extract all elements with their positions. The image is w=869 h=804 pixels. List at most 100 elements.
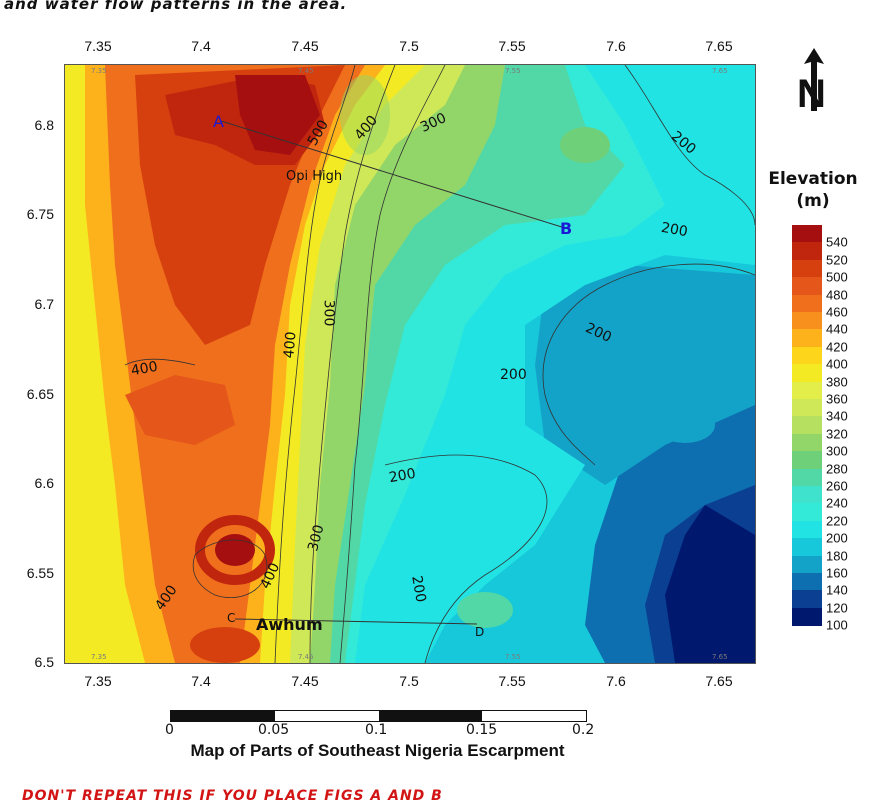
scale-label: 0 xyxy=(165,722,174,738)
peak-south xyxy=(215,534,255,566)
scale-label: 0.1 xyxy=(365,722,388,738)
point-d-label: D xyxy=(475,625,485,639)
x-tick-top: 7.6 xyxy=(606,38,626,54)
y-tick: 6.5 xyxy=(34,654,54,670)
north-letter: N xyxy=(797,72,826,116)
legend-label: 300 xyxy=(826,443,848,459)
contour-lines xyxy=(124,65,755,663)
legend-label: 160 xyxy=(826,565,848,581)
legend-label: 260 xyxy=(826,478,848,494)
legend-swatch xyxy=(792,416,822,435)
legend-swatch xyxy=(792,225,822,243)
legend-swatch xyxy=(792,555,822,574)
blue-hollow xyxy=(655,407,715,443)
legend-label: 400 xyxy=(826,356,848,372)
profile-line-ab xyxy=(220,120,566,229)
top-caption: and water flow patterns in the area. xyxy=(4,0,348,13)
map-caption: Map of Parts of Southeast Nigeria Escarp… xyxy=(190,741,565,760)
inner-x-tick: 7.65 xyxy=(712,653,728,661)
legend-label: 520 xyxy=(826,252,848,268)
legend-swatch xyxy=(792,503,822,522)
legend-swatch xyxy=(792,242,822,261)
y-tick: 6.65 xyxy=(26,386,54,402)
y-tick: 6.8 xyxy=(34,117,54,133)
profile-line-cd xyxy=(234,618,478,625)
x-tick-bottom: 7.6 xyxy=(606,673,626,689)
legend-swatch xyxy=(792,573,822,591)
legend-swatch xyxy=(792,433,822,452)
scale-label: 0.05 xyxy=(258,722,290,738)
elevation-contour-map: 7.35 7.45 7.55 7.65 7.35 7.45 7.55 7.65 … xyxy=(64,64,756,664)
contour-label: 300 xyxy=(320,299,337,327)
x-tick-bottom: 7.45 xyxy=(291,673,319,689)
legend-label: 220 xyxy=(826,513,848,529)
inner-x-tick: 7.45 xyxy=(298,67,314,75)
peak-far-south xyxy=(190,627,260,663)
legend-label: 440 xyxy=(826,321,848,337)
x-tick-top: 7.4 xyxy=(191,38,211,54)
legend-label: 140 xyxy=(826,582,848,598)
inner-x-tick: 7.35 xyxy=(91,653,107,661)
legend-label: 380 xyxy=(826,374,848,390)
legend-label: 240 xyxy=(826,495,848,511)
low-zone-160 xyxy=(535,265,755,485)
legend-label: 120 xyxy=(826,600,848,616)
legend-swatch xyxy=(792,607,822,626)
legend-swatch xyxy=(792,329,822,348)
legend-label: 460 xyxy=(826,304,848,320)
x-tick-top: 7.55 xyxy=(498,38,526,54)
bottom-note: DON'T REPEAT THIS IF YOU PLACE FIGS A AN… xyxy=(22,788,443,804)
green-knoll-d xyxy=(457,592,513,628)
scale-bar xyxy=(170,710,587,722)
legend-swatch xyxy=(792,277,822,296)
legend-swatch xyxy=(792,364,822,383)
point-b-label: B xyxy=(560,219,573,238)
y-tick: 6.75 xyxy=(26,206,54,222)
elevation-legend: 540 520 500 480 460 440 420 400 380 360 340 320 300 2… xyxy=(792,225,862,633)
legend-swatch xyxy=(792,520,822,539)
x-tick-top: 7.35 xyxy=(84,38,112,54)
y-tick: 6.7 xyxy=(34,296,54,312)
legend-label: 280 xyxy=(826,461,848,477)
inner-x-tick: 7.45 xyxy=(298,653,314,661)
green-shade xyxy=(340,75,390,155)
legend-swatch xyxy=(792,259,822,278)
legend-swatch xyxy=(792,381,822,400)
contour-label: 400 xyxy=(281,330,300,360)
legend-label: 200 xyxy=(826,530,848,546)
legend-swatch xyxy=(792,294,822,313)
x-tick-top: 7.45 xyxy=(291,38,319,54)
legend-swatch xyxy=(792,399,822,417)
legend-label: 360 xyxy=(826,391,848,407)
scale-seg xyxy=(171,711,275,721)
legend-swatch xyxy=(792,486,822,504)
north-arrow-icon xyxy=(804,48,824,111)
scale-label: 0.15 xyxy=(466,722,498,738)
legend-label: 320 xyxy=(826,426,848,442)
y-tick: 6.6 xyxy=(34,475,54,491)
zone-480-west xyxy=(125,375,235,445)
legend-label: 480 xyxy=(826,287,848,303)
legend-swatch xyxy=(792,538,822,557)
point-c-label: C xyxy=(227,611,236,625)
legend-swatch xyxy=(792,590,822,609)
x-tick-bottom: 7.5 xyxy=(399,673,419,689)
legend-swatch xyxy=(792,346,822,365)
scale-seg xyxy=(378,711,483,721)
north-arrow: N xyxy=(794,46,834,116)
legend-label: 100 xyxy=(826,617,848,633)
x-tick-top: 7.5 xyxy=(399,38,419,54)
y-tick: 6.55 xyxy=(26,565,54,581)
legend-label: 540 xyxy=(826,234,848,250)
zone-540 xyxy=(235,75,320,155)
legend-label: 420 xyxy=(826,339,848,355)
inner-x-tick: 7.35 xyxy=(91,67,107,75)
x-tick-top: 7.65 xyxy=(705,38,733,54)
x-tick-bottom: 7.55 xyxy=(498,673,526,689)
legend-label: 180 xyxy=(826,548,848,564)
elevation-legend-title: Elevation (m) xyxy=(768,169,858,211)
peak-south-ring xyxy=(195,515,275,585)
legend-swatch xyxy=(792,312,822,330)
point-a-label: A xyxy=(213,112,224,131)
x-tick-bottom: 7.35 xyxy=(84,673,112,689)
